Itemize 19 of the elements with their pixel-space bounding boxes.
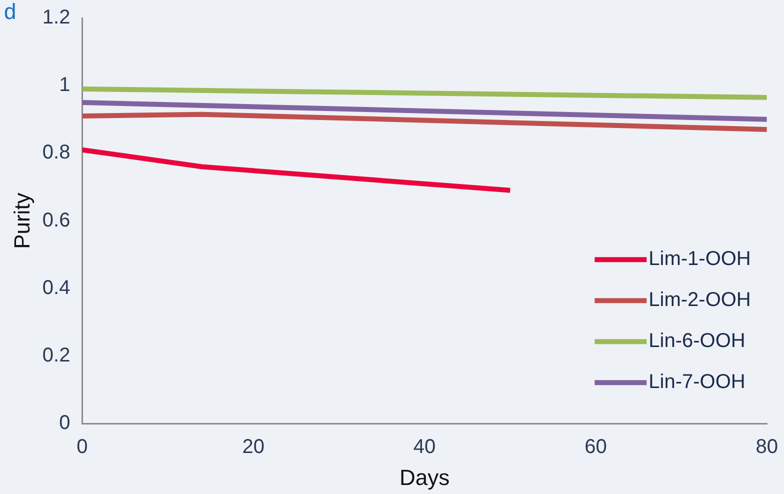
x-tick-label: 80 bbox=[756, 436, 778, 458]
y-tick-label: 0.4 bbox=[42, 276, 70, 299]
text: d bbox=[4, 0, 16, 24]
y-tick-label: 0 bbox=[59, 412, 70, 434]
x-tick-label: 20 bbox=[242, 436, 264, 458]
x-tick-label: 0 bbox=[76, 436, 88, 458]
y-tick-label: 0.2 bbox=[42, 344, 70, 367]
y-tick-label: 0.8 bbox=[42, 142, 70, 164]
legend-label: Lin-6-OOH bbox=[648, 330, 746, 352]
x-tick-label: 60 bbox=[584, 436, 607, 458]
legend-label: Lim-2-OOH bbox=[648, 289, 751, 312]
y-tick-label: 0.6 bbox=[42, 209, 70, 232]
y-tick-label: 1 bbox=[59, 74, 70, 96]
legend-label: Lim-1-OOH bbox=[648, 248, 751, 270]
y-tick-label: 1.2 bbox=[42, 6, 70, 29]
legend-label: Lin-7-OOH bbox=[648, 371, 746, 394]
x-tick-label: 40 bbox=[413, 436, 436, 458]
y-axis-title: Purity bbox=[9, 192, 34, 249]
x-axis-title: Days bbox=[399, 464, 450, 490]
